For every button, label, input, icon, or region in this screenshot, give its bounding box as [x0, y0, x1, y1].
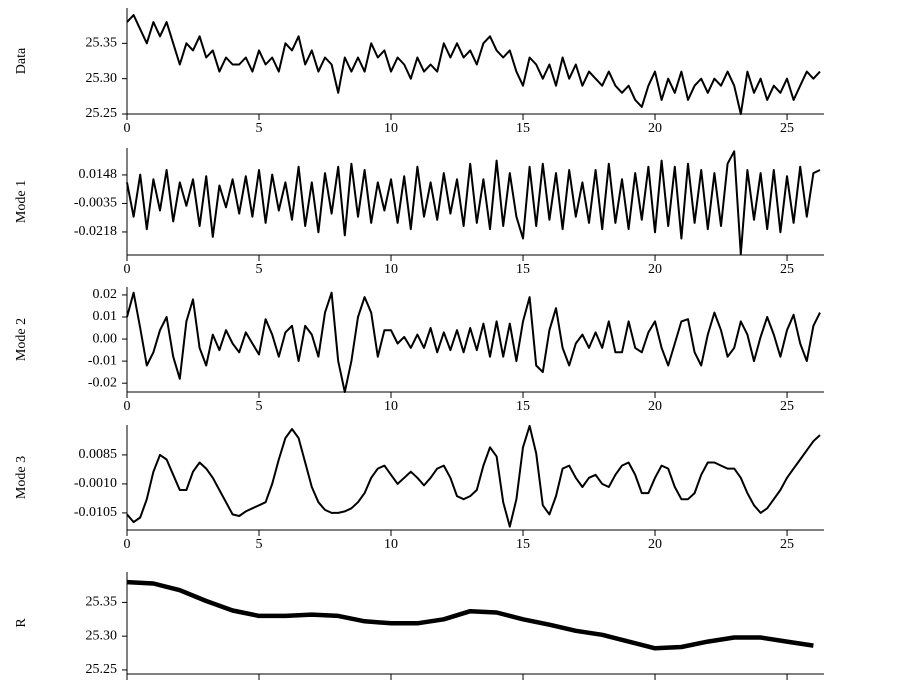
- x-tick-label: 10: [384, 121, 398, 136]
- y-tick-label: 25.30: [86, 628, 118, 643]
- x-tick-label: 5: [256, 121, 263, 136]
- data-line: [126, 424, 821, 528]
- data-line: [126, 150, 821, 256]
- x-tick-label: 10: [384, 262, 398, 277]
- x-tick-label: 5: [256, 262, 263, 277]
- y-tick-label: 0.02: [93, 287, 118, 302]
- y-tick-label: 0.0148: [79, 167, 118, 182]
- x-tick-label: 15: [516, 121, 530, 136]
- x-tick-label: 15: [516, 262, 530, 277]
- x-tick-label: 5: [256, 399, 263, 414]
- x-tick-label: 20: [648, 399, 662, 414]
- x-tick-label: 0: [124, 262, 131, 277]
- y-tick-label: -0.0218: [74, 224, 117, 239]
- y-tick-label: 25.25: [86, 106, 118, 121]
- x-tick-label: 5: [256, 537, 263, 552]
- y-tick-label: -0.02: [88, 375, 117, 390]
- y-tick-label: 0.01: [93, 309, 118, 324]
- x-tick-label: 20: [648, 121, 662, 136]
- x-tick-label: 20: [648, 537, 662, 552]
- x-tick-label: 0: [124, 399, 131, 414]
- y-tick-label: 0.00: [93, 331, 118, 346]
- y-tick-label: -0.0035: [74, 196, 117, 211]
- x-tick-label: 15: [516, 399, 530, 414]
- y-axis-label: R: [14, 618, 29, 628]
- x-tick-label: 25: [780, 121, 794, 136]
- data-line: [126, 579, 814, 651]
- y-tick-label: -0.0010: [74, 476, 117, 491]
- y-axis-label: Mode 1: [14, 180, 29, 223]
- data-line: [126, 14, 821, 115]
- y-tick-label: 25.35: [86, 595, 118, 610]
- x-tick-label: 15: [516, 537, 530, 552]
- x-tick-label: 10: [384, 537, 398, 552]
- y-axis-label: Mode 2: [14, 318, 29, 361]
- x-tick-label: 25: [780, 399, 794, 414]
- x-tick-label: 20: [648, 262, 662, 277]
- data-line: [126, 291, 821, 393]
- y-tick-label: 25.25: [86, 662, 118, 677]
- y-tick-label: 0.0085: [79, 447, 118, 462]
- y-tick-label: 25.35: [86, 36, 118, 51]
- x-tick-label: 25: [780, 537, 794, 552]
- y-axis-label: Mode 3: [14, 456, 29, 499]
- x-tick-label: 0: [124, 121, 131, 136]
- y-axis-label: Data: [14, 47, 29, 74]
- x-tick-label: 0: [124, 537, 131, 552]
- x-tick-label: 10: [384, 399, 398, 414]
- x-tick-label: 25: [780, 262, 794, 277]
- y-tick-label: -0.0105: [74, 505, 117, 520]
- y-tick-label: -0.01: [88, 353, 117, 368]
- y-tick-label: 25.30: [86, 71, 118, 86]
